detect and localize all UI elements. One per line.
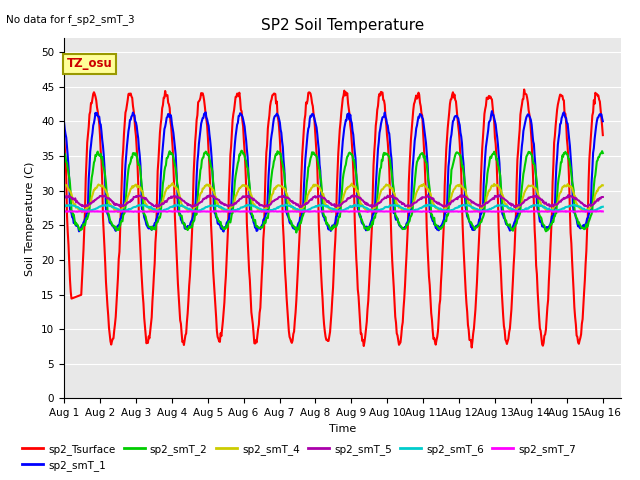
- Text: No data for f_sp2_smT_3: No data for f_sp2_smT_3: [6, 14, 135, 25]
- Title: SP2 Soil Temperature: SP2 Soil Temperature: [260, 18, 424, 33]
- X-axis label: Time: Time: [329, 424, 356, 433]
- Legend: sp2_Tsurface, sp2_smT_1, sp2_smT_2, sp2_smT_4, sp2_smT_5, sp2_smT_6, sp2_smT_7: sp2_Tsurface, sp2_smT_1, sp2_smT_2, sp2_…: [18, 439, 580, 475]
- Text: TZ_osu: TZ_osu: [67, 57, 113, 70]
- Y-axis label: Soil Temperature (C): Soil Temperature (C): [26, 161, 35, 276]
